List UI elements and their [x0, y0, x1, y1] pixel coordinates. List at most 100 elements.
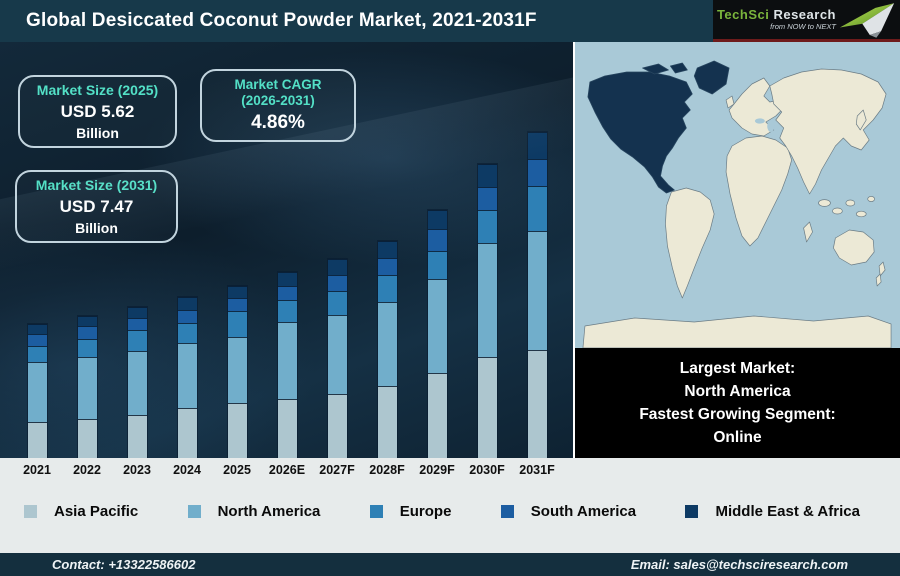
techsci-logo: TechSci Research from NOW to NEXT — [713, 0, 900, 42]
info-box-value: 4.86% — [251, 111, 305, 133]
chart-legend: Asia Pacific North America Europe South Ame… — [0, 498, 900, 524]
bar-segment — [27, 362, 47, 422]
bottom-strip: 2021 2022 2023 2024 2025 2026E 2027F 2028F 2029F… — [0, 458, 900, 553]
footer-contact: Contact: +13322586602 — [52, 557, 196, 572]
bar-2028F — [376, 240, 398, 458]
bar-segment — [177, 408, 197, 458]
caption-line: Largest Market: — [679, 360, 796, 377]
bar-segment — [477, 210, 497, 243]
bar-segment — [277, 300, 297, 322]
info-box-market-size-2025: Market Size (2025) USD 5.62 Billion — [18, 75, 177, 148]
x-axis-label: 2029F — [419, 463, 455, 477]
legend-item: North America — [187, 502, 321, 520]
bar-segment — [77, 339, 97, 357]
bar-segment — [127, 351, 147, 415]
legend-item: Europe — [369, 502, 452, 520]
x-axis-label: 2031F — [519, 463, 555, 477]
logo-brand-primary: TechSci — [716, 7, 770, 23]
legend-item: South America — [500, 502, 637, 520]
world-map-panel — [575, 42, 900, 348]
bar-segment — [77, 357, 97, 419]
bar-segment — [27, 324, 47, 334]
bar-segment — [277, 286, 297, 300]
bar-segment — [277, 272, 297, 286]
x-axis-label: 2027F — [319, 463, 355, 477]
bar-segment — [377, 302, 397, 386]
bar-segment — [427, 251, 447, 279]
x-axis-label: 2024 — [173, 463, 201, 477]
legend-label: North America — [217, 502, 321, 520]
info-box-value: USD 7.47 — [59, 196, 134, 216]
footer-bar: Contact: +13322586602 Email: sales@techs… — [0, 553, 900, 576]
legend-label: South America — [530, 502, 637, 520]
caption-line: Fastest Growing Segment: — [639, 406, 836, 423]
bar-segment — [527, 231, 547, 350]
caption-line: North America — [684, 383, 791, 400]
info-box-unit: Billion — [76, 124, 119, 141]
bar-2027F — [326, 258, 348, 458]
bar-2025 — [226, 285, 248, 458]
bar-segment — [27, 346, 47, 362]
bar-segment — [77, 326, 97, 339]
info-box-label: Market Size (2031) — [35, 177, 158, 194]
info-box-market-size-2031: Market Size (2031) USD 7.47 Billion — [15, 170, 178, 243]
bar-segment — [227, 286, 247, 298]
logo-tagline: from NOW to NEXT — [770, 22, 836, 32]
bar-segment — [177, 310, 197, 323]
legend-item: Middle East & Africa — [685, 502, 860, 520]
bar-segment — [177, 297, 197, 310]
bar-segment — [477, 187, 497, 210]
bar-segment — [177, 343, 197, 408]
x-axis-label: 2021 — [23, 463, 51, 477]
bar-segment — [127, 415, 147, 458]
bar-chart — [0, 42, 573, 458]
bar-segment — [377, 258, 397, 275]
map-region-greenland — [693, 60, 730, 95]
legend-item: Asia Pacific — [24, 503, 138, 520]
bar-2026E — [276, 271, 298, 458]
bar-segment — [427, 210, 447, 229]
x-axis-label: 2025 — [223, 463, 251, 477]
bar-segment — [477, 164, 497, 187]
page-title: Global Desiccated Coconut Powder Market,… — [26, 10, 537, 31]
legend-swatch-icon — [685, 504, 699, 518]
info-box-unit: Billion — [75, 219, 118, 236]
bar-2031F — [526, 131, 548, 458]
bar-segment — [327, 275, 347, 291]
bar-segment — [27, 422, 47, 458]
bar-segment — [377, 241, 397, 258]
bar-segment — [327, 394, 347, 458]
bar-segment — [327, 291, 347, 315]
bar-segment — [227, 311, 247, 337]
bar-2030F — [476, 163, 498, 458]
x-axis-label: 2023 — [123, 463, 151, 477]
x-axis-label: 2028F — [369, 463, 405, 477]
legend-label: Middle East & Africa — [715, 502, 860, 520]
bar-segment — [327, 259, 347, 275]
bar-segment — [377, 386, 397, 458]
bar-segment — [427, 229, 447, 251]
world-map — [575, 42, 900, 348]
map-region-north-america — [587, 71, 693, 194]
chart-panel: Market Size (2025) USD 5.62 Billion Mark… — [0, 42, 573, 458]
x-axis-label: 2022 — [73, 463, 101, 477]
bar-segment — [527, 350, 547, 458]
bar-segment — [377, 275, 397, 302]
bar-2024 — [176, 296, 198, 458]
x-axis-label: 2026E — [268, 463, 306, 477]
legend-swatch-icon — [500, 504, 514, 518]
legend-label: Europe — [399, 502, 452, 520]
logo-brand-secondary: Research — [773, 7, 836, 23]
bar-segment — [527, 159, 547, 186]
caption-line: Online — [713, 429, 762, 446]
bar-segment — [77, 316, 97, 326]
bar-segment — [27, 334, 47, 346]
bar-segment — [477, 357, 497, 458]
bar-2021 — [26, 323, 48, 458]
bar-2022 — [76, 315, 98, 458]
bar-segment — [327, 315, 347, 394]
bar-segment — [527, 186, 547, 231]
bar-segment — [127, 318, 147, 330]
legend-label: Asia Pacific — [54, 502, 139, 520]
bar-segment — [227, 337, 247, 403]
